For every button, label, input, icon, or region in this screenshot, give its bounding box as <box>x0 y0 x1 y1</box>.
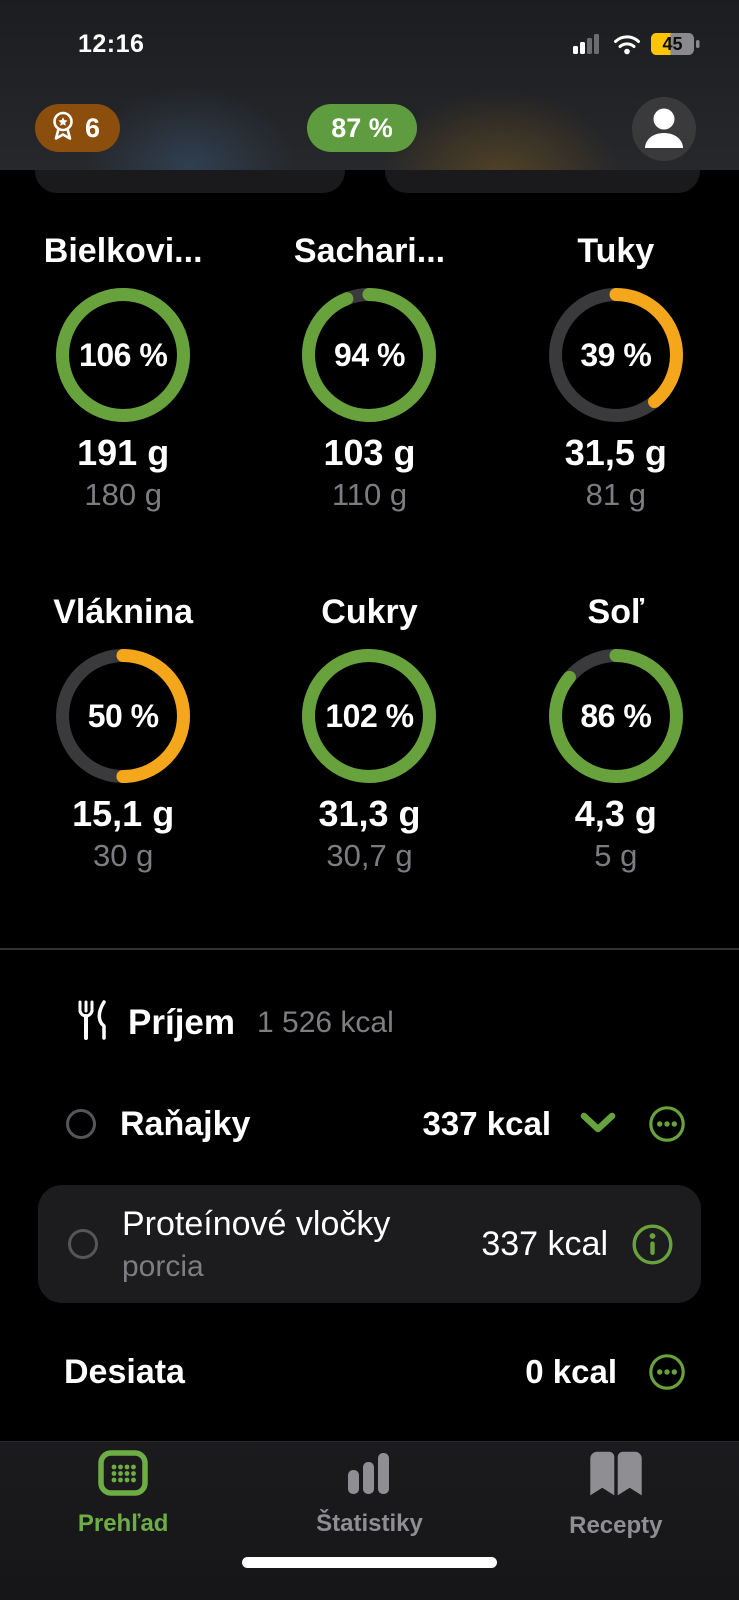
ring-target: 81 g <box>585 477 646 512</box>
svg-text:45: 45 <box>662 34 682 54</box>
ring-cell-fiber[interactable]: Vláknina 50 % 15,1 g 30 g <box>0 591 246 874</box>
ring-label: Sachari... <box>293 232 446 270</box>
section-divider <box>0 948 739 950</box>
ring-target: 180 g <box>84 477 162 512</box>
ring-cell-salt[interactable]: Soľ 86 % 4,3 g 5 g <box>493 591 739 874</box>
ring-label: Soľ <box>587 593 645 631</box>
battery-icon: 45 <box>651 32 701 61</box>
daily-score-pill[interactable]: 87 % <box>307 104 417 152</box>
tab-bar: Prehľad Štatistiky <box>0 1441 739 1600</box>
ring-value: 103 g <box>323 432 416 473</box>
progress-ring: 86 % <box>548 649 683 783</box>
cellular-signal-icon <box>573 33 603 60</box>
nutrient-rings-grid: Bielkovi... 106 % 191 g 180 g Sachari...… <box>0 230 739 874</box>
ring-percent: 39 % <box>580 336 652 373</box>
intake-total-kcal: 1 526 kcal <box>257 1005 394 1039</box>
intake-title: Príjem <box>128 1002 235 1042</box>
ring-percent: 50 % <box>87 697 159 734</box>
ring-value: 31,5 g <box>564 432 667 473</box>
tab-label: Recepty <box>569 1512 663 1539</box>
ring-cell-sugars[interactable]: Cukry 102 % 31,3 g 30,7 g <box>246 591 492 874</box>
ring-target: 30 g <box>92 838 154 873</box>
progress-ring: 39 % <box>548 288 683 422</box>
person-icon <box>632 97 696 161</box>
more-options-icon[interactable] <box>647 1352 687 1392</box>
progress-ring: 94 % <box>302 288 437 422</box>
bar-chart-icon <box>345 1450 393 1501</box>
more-options-icon[interactable] <box>647 1104 687 1144</box>
ring-value: 15,1 g <box>72 793 175 834</box>
medal-icon <box>49 110 77 147</box>
meal-kcal: 0 kcal <box>525 1353 617 1390</box>
book-icon <box>584 1450 648 1503</box>
wifi-icon <box>613 34 641 60</box>
food-item-card[interactable]: Proteínové vločky porcia 337 kcal <box>38 1185 701 1303</box>
progress-ring: 50 % <box>56 649 191 783</box>
ring-percent: 94 % <box>334 336 405 373</box>
fork-knife-icon <box>74 998 110 1047</box>
meal-name: Desiata <box>64 1352 185 1391</box>
info-icon[interactable] <box>630 1222 675 1267</box>
meal-kcal: 337 kcal <box>422 1105 551 1142</box>
meal-row-breakfast[interactable]: Raňajky 337 kcal <box>66 1100 687 1148</box>
meal-name: Raňajky <box>120 1104 251 1143</box>
ring-cell-fats[interactable]: Tuky 39 % 31,5 g 81 g <box>493 230 739 513</box>
ring-target: 30,7 g <box>326 838 413 873</box>
achievements-count: 6 <box>85 112 101 143</box>
ring-percent: 106 % <box>79 336 168 373</box>
chevron-down-icon[interactable] <box>579 1112 617 1136</box>
status-time: 12:16 <box>78 30 145 58</box>
status-bar: 12:16 <box>0 28 739 64</box>
card-stub-right <box>385 170 700 193</box>
tab-overview[interactable]: Prehľad <box>0 1450 246 1540</box>
ring-target: 5 g <box>594 838 638 873</box>
ring-target: 110 g <box>331 477 408 512</box>
food-checkbox[interactable] <box>68 1229 98 1259</box>
ring-label: Vláknina <box>53 593 194 631</box>
food-portion: porcia <box>122 1249 204 1283</box>
achievements-badge[interactable]: 6 <box>35 104 121 152</box>
ring-label: Bielkovi... <box>43 232 203 270</box>
calendar-grid-icon <box>97 1450 149 1501</box>
intake-header: Príjem 1 526 kcal <box>74 998 394 1047</box>
ring-cell-proteins[interactable]: Bielkovi... 106 % 191 g 180 g <box>0 230 246 513</box>
daily-score-value: 87 % <box>331 112 393 143</box>
header: 12:16 <box>0 0 739 170</box>
ring-percent: 86 % <box>580 697 652 734</box>
card-stub-left <box>35 170 345 193</box>
food-kcal: 337 kcal <box>481 1224 608 1263</box>
tab-label: Štatistiky <box>316 1510 423 1537</box>
meal-row-snack[interactable]: Desiata 0 kcal <box>64 1348 687 1396</box>
ring-value: 191 g <box>77 432 170 473</box>
profile-avatar[interactable] <box>632 97 696 161</box>
progress-ring: 102 % <box>302 649 437 783</box>
ring-cell-carbs[interactable]: Sachari... 94 % 103 g 110 g <box>246 230 492 513</box>
ring-label: Tuky <box>577 232 655 270</box>
meal-checkbox[interactable] <box>66 1109 96 1139</box>
tab-statistics[interactable]: Štatistiky <box>246 1450 492 1540</box>
ring-label: Cukry <box>321 593 418 631</box>
ring-value: 31,3 g <box>318 793 421 834</box>
tab-recipes[interactable]: Recepty <box>493 1450 739 1540</box>
progress-ring: 106 % <box>56 288 191 422</box>
food-name: Proteínové vločky <box>122 1204 391 1243</box>
ring-percent: 102 % <box>325 697 414 734</box>
tab-label: Prehľad <box>77 1510 169 1537</box>
home-indicator[interactable] <box>242 1557 497 1568</box>
ring-value: 4,3 g <box>574 793 657 834</box>
